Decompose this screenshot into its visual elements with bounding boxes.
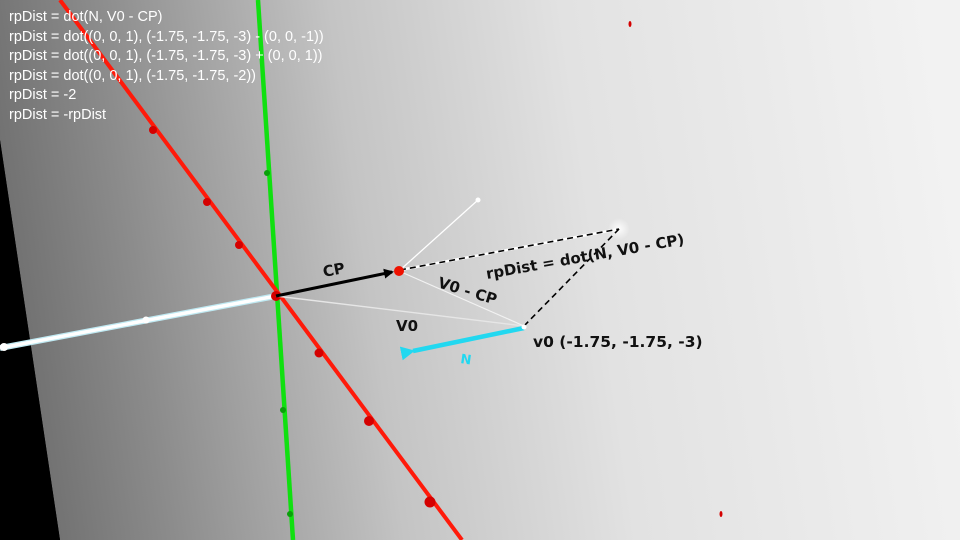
code-line: rpDist = dot(N, V0 - CP) — [9, 9, 163, 25]
plane-normal-line — [398, 199, 479, 272]
x-axis-tick — [203, 198, 211, 206]
v0-minus-cp-vector — [398, 270, 525, 327]
v0-label: V0 — [396, 317, 418, 335]
code-line: rpDist = dot((0, 0, 1), (-1.75, -1.75, -… — [9, 67, 256, 84]
vertex-label: v0 (-1.75, -1.75, -3) — [533, 333, 703, 351]
v0-point — [521, 324, 527, 330]
x-axis-tick — [149, 126, 157, 134]
distant-marker — [719, 511, 723, 517]
cp-label: CP — [321, 259, 346, 281]
x-axis-tick — [235, 241, 243, 249]
v0-vector — [275, 295, 525, 327]
x-axis-tick — [364, 416, 374, 426]
y-axis-line — [255, 0, 296, 540]
code-line: rpDist = -rpDist — [9, 106, 107, 123]
x-axis-tick — [314, 348, 324, 358]
z-axis-line — [0, 294, 277, 350]
code-line: rpDist = -2 — [9, 87, 77, 104]
normal-label: N — [459, 352, 472, 368]
y-axis-tick — [280, 407, 286, 413]
code-overlay: rpDist = dot(N, V0 - CP) rpDist = dot((0… — [9, 8, 324, 126]
x-axis-line — [58, 0, 464, 540]
cp-vector-arrow — [275, 268, 394, 298]
distant-marker — [628, 21, 632, 27]
z-axis-tick — [0, 343, 8, 351]
code-line: rpDist = dot((0, 0, 1), (-1.75, -1.75, -… — [9, 48, 323, 65]
y-axis-tick — [264, 170, 270, 176]
rpdist-dashed-line — [523, 228, 620, 327]
cp-point — [394, 266, 404, 276]
x-axis-tick — [424, 496, 436, 508]
z-axis-tick — [142, 316, 150, 324]
code-line: rpDist = dot((0, 0, 1), (-1.75, -1.75, -… — [9, 28, 324, 45]
projection-dashed-line — [399, 228, 620, 271]
y-axis-tick — [287, 511, 293, 517]
normal-vector-arrow — [399, 325, 525, 361]
plane-normal-tip — [475, 197, 481, 203]
